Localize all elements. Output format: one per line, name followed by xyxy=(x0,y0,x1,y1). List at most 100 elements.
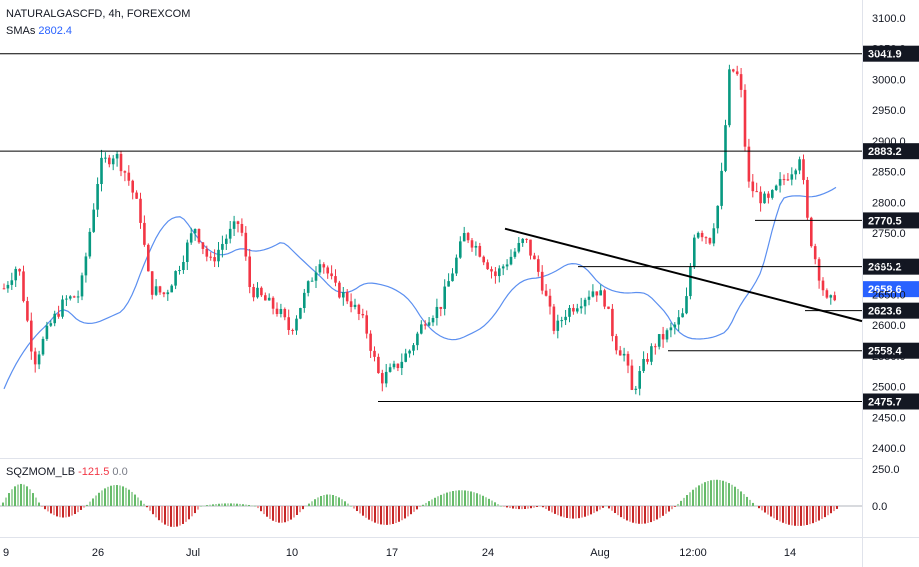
candle-body xyxy=(650,346,653,362)
histogram-bar xyxy=(152,506,154,515)
histogram-bar xyxy=(791,506,793,526)
candle-body xyxy=(431,318,435,323)
candle-body xyxy=(630,365,634,390)
histogram-bar xyxy=(653,506,655,521)
histogram-bar xyxy=(578,506,580,519)
candle-body xyxy=(443,286,446,309)
histogram-bar xyxy=(149,506,151,511)
candle-body xyxy=(693,237,696,267)
histogram-bar xyxy=(485,497,487,506)
candle-body xyxy=(521,238,524,243)
candle-body xyxy=(618,350,622,356)
histogram-bar xyxy=(794,506,796,526)
histogram-bar xyxy=(560,506,562,517)
trendline[interactable] xyxy=(504,227,863,323)
candle-body xyxy=(306,281,310,293)
histogram-bar xyxy=(296,506,298,516)
candle-body xyxy=(186,242,189,263)
histogram-bar xyxy=(689,492,691,506)
time-tick: 9 xyxy=(3,547,9,559)
histogram-bar xyxy=(179,506,181,526)
histogram-bar xyxy=(545,506,547,510)
histogram-bar xyxy=(284,506,286,523)
histogram-bar xyxy=(2,502,4,506)
candle-body xyxy=(349,301,353,307)
time-tick: 24 xyxy=(482,547,494,559)
histogram-bar xyxy=(833,506,835,512)
candle-body xyxy=(525,238,528,240)
level-price: 2695.2 xyxy=(868,262,902,274)
indicator-value-2: 0.0 xyxy=(112,466,128,478)
histogram-bar xyxy=(605,506,607,507)
histogram-bar xyxy=(230,503,232,506)
candle-body xyxy=(334,276,337,283)
candle-body xyxy=(626,353,630,366)
histogram-bar xyxy=(626,506,628,521)
candle-body xyxy=(193,229,197,234)
candle-body xyxy=(810,217,813,247)
histogram-bar xyxy=(740,491,742,506)
candle-body xyxy=(72,296,76,298)
candle-body xyxy=(689,266,692,297)
histogram-bar xyxy=(251,505,253,506)
time-axis: 9 26 Jul 10 17 24 Aug 12:00 14 xyxy=(3,547,796,559)
current-price: 2658.6 xyxy=(868,284,902,296)
histogram-bar xyxy=(704,482,706,506)
candle-body xyxy=(291,330,294,332)
candle-body xyxy=(104,157,107,159)
candle-body xyxy=(373,350,376,357)
histogram-bar xyxy=(128,489,130,506)
price-tick: 2750.0 xyxy=(872,228,906,240)
candle-body xyxy=(771,190,774,198)
candle-body xyxy=(377,356,380,374)
histogram-bar xyxy=(548,506,550,511)
histogram-bar xyxy=(74,506,76,515)
candle-body xyxy=(657,334,661,347)
candle-body xyxy=(622,353,626,356)
histogram-bar xyxy=(497,504,499,506)
candle-body xyxy=(2,288,6,290)
candle-body xyxy=(80,275,84,297)
histogram-bar xyxy=(614,506,616,514)
histogram-bar xyxy=(602,506,604,508)
histogram-bar xyxy=(455,490,457,506)
candle-body xyxy=(225,238,228,244)
histogram-bar xyxy=(671,506,673,510)
candle-body xyxy=(338,282,341,298)
histogram-bar xyxy=(392,506,394,524)
histogram-bar xyxy=(761,506,763,511)
candle-body xyxy=(470,240,474,248)
histogram-bar xyxy=(731,484,733,506)
histogram-bar xyxy=(110,485,112,506)
candle-body xyxy=(813,246,817,260)
histogram-bar xyxy=(263,506,265,515)
histogram-bar xyxy=(422,504,424,506)
price-tick: 2550.0 xyxy=(872,351,906,363)
candle-body xyxy=(53,313,56,324)
candle-body xyxy=(778,179,782,186)
histogram-bar xyxy=(431,499,433,506)
candle-body xyxy=(240,223,244,233)
candle-body xyxy=(642,358,645,372)
price-tick: 2400.0 xyxy=(872,443,906,455)
sma-legend: SMAs 2802.4 xyxy=(6,25,72,37)
candle-body xyxy=(57,313,60,317)
histogram-bar xyxy=(473,492,475,506)
histogram-bar xyxy=(491,500,493,506)
candle-body xyxy=(295,318,298,331)
candle-body xyxy=(735,71,739,75)
histogram-bar xyxy=(449,491,451,506)
histogram-bar xyxy=(719,480,721,506)
histogram-bar xyxy=(11,489,13,506)
histogram-bar xyxy=(242,504,244,506)
histogram-bar xyxy=(464,490,466,506)
histogram-bar xyxy=(695,487,697,506)
candle-body xyxy=(747,146,751,182)
price-tick: 2500.0 xyxy=(872,382,906,394)
histogram-bar xyxy=(530,506,532,509)
time-tick: 17 xyxy=(386,547,398,559)
candle-body xyxy=(790,174,794,180)
histogram-bar xyxy=(332,495,334,506)
histogram-bar xyxy=(158,506,160,521)
